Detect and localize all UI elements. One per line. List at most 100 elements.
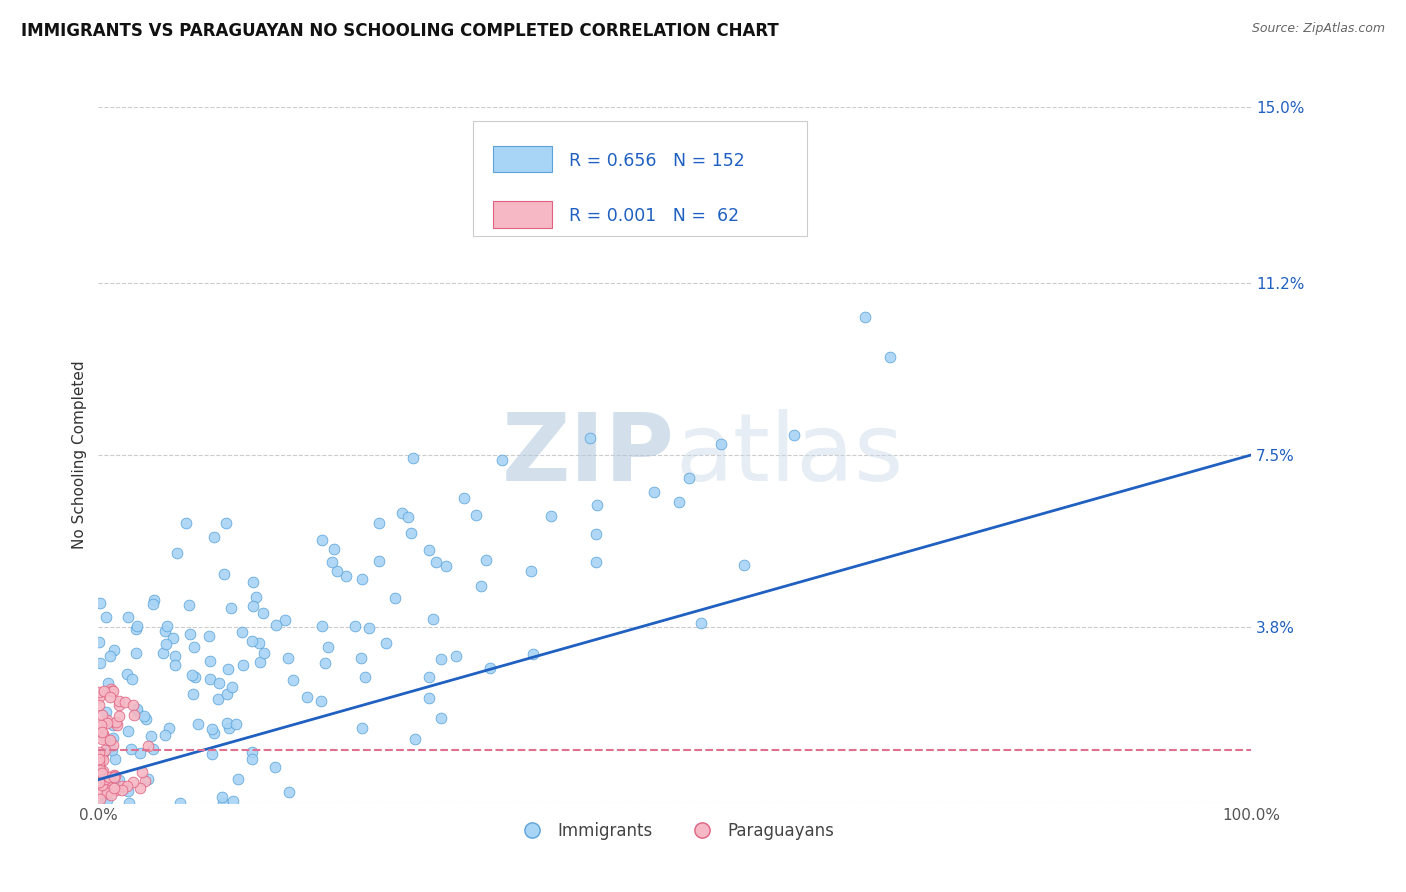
Point: [245, 591, 267, 605]
Point: [163, 657, 186, 672]
Point: [352, 721, 374, 735]
Point: [678, 470, 700, 484]
Point: [97, 676, 120, 690]
Point: [152, 646, 174, 660]
Point: [247, 636, 270, 650]
Point: [316, 640, 339, 655]
Point: [201, 747, 224, 761]
Point: [232, 658, 254, 673]
Point: [94, 610, 117, 624]
Point: [87, 635, 110, 649]
Point: [429, 652, 451, 666]
FancyBboxPatch shape: [492, 146, 551, 172]
Point: [643, 484, 665, 499]
Point: [181, 687, 204, 701]
Point: [142, 742, 165, 756]
Point: [202, 726, 225, 740]
Point: [166, 546, 188, 560]
Point: [89, 596, 111, 610]
Point: [91, 732, 114, 747]
Point: [242, 599, 264, 614]
Point: [453, 491, 475, 505]
Point: [90, 707, 112, 722]
Point: [87, 690, 110, 704]
Point: [120, 741, 142, 756]
Point: [114, 695, 136, 709]
Point: [783, 428, 806, 442]
Point: [425, 555, 447, 569]
Point: [115, 667, 138, 681]
Point: [134, 773, 156, 788]
Point: [218, 721, 240, 735]
Point: [187, 717, 209, 731]
Point: [97, 773, 120, 788]
Point: [122, 775, 145, 789]
Point: [107, 773, 129, 788]
Point: [128, 780, 150, 795]
Point: [174, 516, 197, 530]
Point: [89, 752, 111, 766]
Point: [91, 727, 114, 741]
Point: [354, 670, 377, 684]
Point: [139, 729, 162, 743]
Point: [117, 609, 139, 624]
Point: [212, 796, 235, 810]
Point: [853, 310, 876, 324]
Point: [87, 698, 110, 712]
Point: [208, 676, 231, 690]
Point: [91, 764, 114, 778]
Point: [136, 772, 159, 787]
Point: [179, 627, 201, 641]
Point: [94, 780, 117, 794]
Text: ZIP: ZIP: [502, 409, 675, 501]
Point: [586, 498, 609, 512]
Point: [491, 453, 513, 467]
Point: [401, 451, 423, 466]
Text: R = 0.656   N = 152: R = 0.656 N = 152: [569, 153, 745, 170]
Point: [108, 709, 131, 723]
Point: [418, 543, 440, 558]
Point: [125, 622, 148, 636]
Point: [115, 779, 138, 793]
Point: [104, 714, 127, 729]
Text: IMMIGRANTS VS PARAGUAYAN NO SCHOOLING COMPLETED CORRELATION CHART: IMMIGRANTS VS PARAGUAYAN NO SCHOOLING CO…: [21, 22, 779, 40]
Point: [710, 437, 733, 451]
Point: [277, 785, 299, 799]
Point: [89, 770, 111, 784]
Point: [311, 533, 333, 548]
Point: [122, 698, 145, 712]
Point: [98, 690, 121, 704]
Point: [252, 606, 274, 620]
Point: [879, 350, 901, 364]
Point: [162, 631, 184, 645]
Point: [231, 624, 253, 639]
Point: [198, 654, 221, 668]
Point: [108, 698, 131, 713]
Point: [207, 692, 229, 706]
Point: [98, 648, 121, 663]
Point: [391, 506, 413, 520]
Point: [183, 640, 205, 654]
Point: [242, 574, 264, 589]
Point: [89, 656, 111, 670]
Point: [103, 768, 125, 782]
Point: [465, 508, 488, 522]
Point: [323, 542, 346, 557]
Point: [222, 794, 245, 808]
Point: [350, 572, 373, 586]
Point: [733, 558, 755, 573]
Y-axis label: No Schooling Completed: No Schooling Completed: [72, 360, 87, 549]
Point: [110, 783, 132, 797]
Point: [108, 694, 131, 708]
Point: [200, 722, 222, 736]
Point: [128, 747, 150, 761]
Point: [263, 760, 285, 774]
Point: [89, 775, 111, 789]
Point: [96, 786, 118, 800]
Point: [434, 559, 457, 574]
Point: [124, 707, 146, 722]
Point: [396, 509, 419, 524]
Point: [103, 683, 125, 698]
Point: [470, 579, 492, 593]
Point: [249, 656, 271, 670]
